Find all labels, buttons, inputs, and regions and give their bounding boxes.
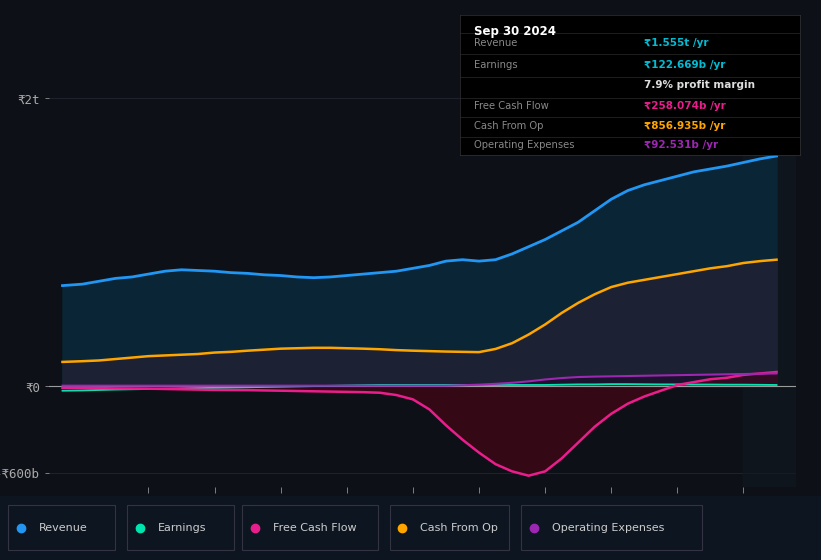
Bar xyxy=(744,84,810,487)
Text: Cash From Op: Cash From Op xyxy=(474,120,543,130)
Text: Operating Expenses: Operating Expenses xyxy=(474,140,574,150)
Text: ₹1.555t /yr: ₹1.555t /yr xyxy=(644,38,708,48)
Text: ₹258.074b /yr: ₹258.074b /yr xyxy=(644,101,725,111)
Text: Revenue: Revenue xyxy=(39,523,87,533)
Text: Operating Expenses: Operating Expenses xyxy=(552,523,664,533)
Text: ₹122.669b /yr: ₹122.669b /yr xyxy=(644,60,725,71)
Text: ₹92.531b /yr: ₹92.531b /yr xyxy=(644,140,718,150)
Bar xyxy=(390,505,509,550)
Text: 7.9% profit margin: 7.9% profit margin xyxy=(644,80,754,90)
Text: Free Cash Flow: Free Cash Flow xyxy=(474,101,548,111)
Bar xyxy=(8,505,115,550)
Bar xyxy=(242,505,378,550)
Bar xyxy=(521,505,702,550)
Text: Sep 30 2024: Sep 30 2024 xyxy=(474,25,556,38)
Text: Earnings: Earnings xyxy=(474,60,517,71)
Bar xyxy=(127,505,234,550)
Text: ₹856.935b /yr: ₹856.935b /yr xyxy=(644,120,725,130)
Text: Revenue: Revenue xyxy=(474,38,517,48)
Text: Cash From Op: Cash From Op xyxy=(420,523,498,533)
Text: Earnings: Earnings xyxy=(158,523,206,533)
Text: Free Cash Flow: Free Cash Flow xyxy=(273,523,356,533)
